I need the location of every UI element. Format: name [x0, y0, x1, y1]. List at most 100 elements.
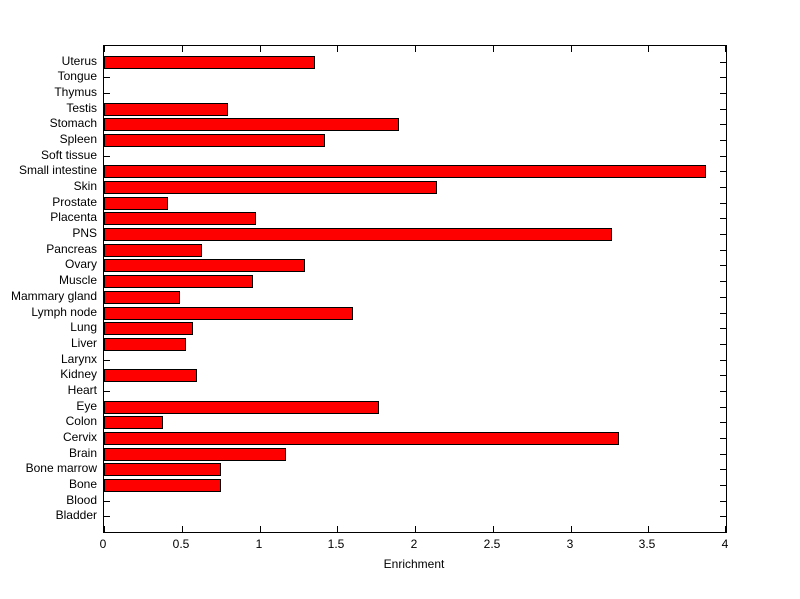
x-tick-label: 4 [721, 537, 729, 551]
bar [104, 432, 619, 445]
y-axis-tick [720, 203, 726, 204]
y-axis-label: Thymus [54, 85, 97, 99]
y-axis-label: Lymph node [31, 305, 97, 319]
y-axis-tick [720, 265, 726, 266]
x-tick-label: 3.5 [638, 537, 656, 551]
bar [104, 401, 379, 414]
x-axis-tick [648, 526, 649, 532]
x-tick-label: 1 [255, 537, 263, 551]
y-axis-label: Muscle [58, 273, 97, 287]
y-axis-label: Tongue [57, 69, 97, 83]
bar [104, 228, 612, 241]
y-axis-tick [104, 391, 110, 392]
x-axis-tick [260, 46, 261, 52]
y-axis-label: Soft tissue [40, 148, 97, 162]
x-axis-tick [725, 46, 726, 52]
bar [104, 479, 221, 492]
x-axis-tick [493, 46, 494, 52]
bar [104, 103, 228, 116]
y-axis-tick [720, 77, 726, 78]
y-axis-label: Bone marrow [25, 461, 97, 475]
y-axis-tick [720, 297, 726, 298]
y-axis-tick [104, 360, 110, 361]
y-axis-label: Testis [66, 101, 97, 115]
y-axis-tick [720, 501, 726, 502]
y-axis-tick [720, 313, 726, 314]
bar [104, 56, 315, 69]
x-axis-tick [260, 526, 261, 532]
y-axis-tick [720, 344, 726, 345]
x-axis-tick [648, 46, 649, 52]
y-axis-tick [720, 187, 726, 188]
y-axis-label: Heart [67, 383, 97, 397]
x-tick-label: 0.5 [172, 537, 190, 551]
bar [104, 165, 706, 178]
x-axis-tick [337, 526, 338, 532]
y-axis-label: Spleen [59, 132, 97, 146]
y-axis-tick [720, 407, 726, 408]
y-axis-tick [720, 62, 726, 63]
x-axis-tick [415, 46, 416, 52]
bar [104, 181, 437, 194]
y-axis-tick [720, 469, 726, 470]
y-axis-label: Prostate [52, 195, 97, 209]
y-axis-label: Kidney [60, 367, 97, 381]
y-axis-tick [720, 454, 726, 455]
y-axis-tick [720, 234, 726, 235]
y-axis-tick [720, 140, 726, 141]
y-axis-tick [720, 328, 726, 329]
y-axis-tick [104, 93, 110, 94]
y-axis-label: Brain [68, 446, 97, 460]
bar [104, 212, 256, 225]
y-axis-label: Bone [68, 477, 97, 491]
y-axis-label: Blood [66, 493, 97, 507]
y-axis-tick [720, 375, 726, 376]
bar [104, 244, 202, 257]
bar [104, 369, 197, 382]
y-axis-tick [720, 109, 726, 110]
y-axis-label: Eye [76, 399, 97, 413]
bar [104, 463, 221, 476]
x-axis-tick [104, 46, 105, 52]
y-axis-tick [104, 516, 110, 517]
y-axis-label: Pancreas [46, 242, 97, 256]
y-axis-label: Liver [70, 336, 97, 350]
bar [104, 291, 180, 304]
y-axis-label: Colon [65, 414, 97, 428]
y-axis-tick [720, 171, 726, 172]
y-axis-label: Ovary [64, 257, 97, 271]
x-axis-tick [182, 46, 183, 52]
y-axis-tick [104, 501, 110, 502]
y-axis-tick [720, 485, 726, 486]
y-axis-tick [104, 77, 110, 78]
x-tick-label: 3 [566, 537, 574, 551]
x-axis-tick [571, 46, 572, 52]
y-axis-label: Stomach [49, 116, 97, 130]
bar [104, 118, 399, 131]
plot-area [103, 45, 727, 533]
bar [104, 307, 353, 320]
x-tick-label: 1.5 [327, 537, 345, 551]
x-axis-tick [571, 526, 572, 532]
y-axis-tick [720, 218, 726, 219]
y-axis-label: Placenta [50, 210, 97, 224]
y-axis-label: PNS [72, 226, 97, 240]
y-axis-label: Larynx [60, 352, 97, 366]
x-axis-tick [337, 46, 338, 52]
y-axis-tick [720, 156, 726, 157]
y-axis-label: Lung [70, 320, 97, 334]
bar [104, 134, 325, 147]
bar [104, 322, 193, 335]
y-axis-tick [720, 516, 726, 517]
y-axis-tick [720, 391, 726, 392]
y-axis-label: Mammary gland [10, 289, 97, 303]
y-axis-tick [720, 281, 726, 282]
y-axis-tick [720, 438, 726, 439]
bar [104, 338, 186, 351]
y-axis-tick [720, 360, 726, 361]
x-axis-tick [415, 526, 416, 532]
x-tick-label: 0 [99, 537, 107, 551]
y-axis-label: Skin [73, 179, 97, 193]
bar [104, 197, 168, 210]
